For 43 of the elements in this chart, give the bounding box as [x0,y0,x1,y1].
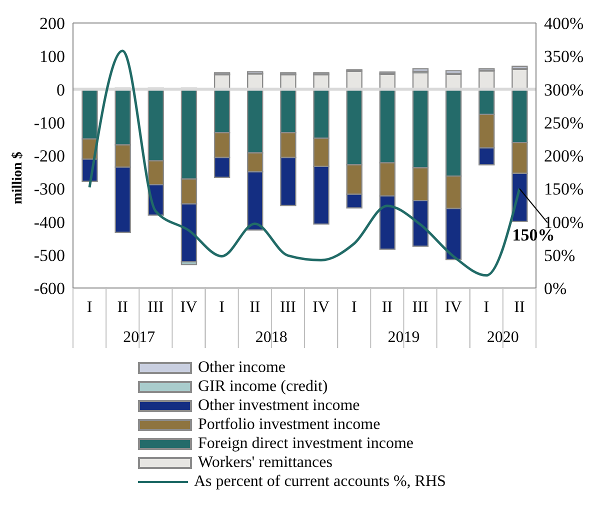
y-tick-label: -600 [34,279,65,298]
x-tick-label: I [484,299,490,316]
legend-label: Workers' remittances [198,453,332,472]
y2-tick-label: 350% [544,47,584,66]
text: 2017 [123,329,156,346]
y-axis-title: million $ [10,152,26,204]
x-tick-label: I [219,299,224,316]
x-tick-label: II [250,299,260,316]
x-tick-label: II [117,299,128,316]
y2-tick-label: 400% [544,14,584,34]
y2-tick-label: 200% [544,146,584,166]
text: 2019 [388,329,420,346]
legend-label: GIR income (credit) [198,377,328,396]
y2-tick-label: 250% [544,113,584,132]
text: 2018 [255,329,288,346]
x-tick-label: IV [312,299,330,316]
y-tick-label: 0 [56,80,65,100]
legend-label: As percent of current accounts %, RHS [194,472,446,491]
x-tick-label: IV [180,299,198,316]
legend-label: Foreign direct investment income [198,434,414,453]
x-tick-label: III [412,299,428,316]
x-tick-label: II [382,299,393,316]
legend-label: Other investment income [198,396,360,415]
y2-tick-label: 50% [544,246,576,265]
y-tick-label: -100 [34,113,65,132]
x-tick-label: I [351,299,357,316]
y-tick-label: -400 [34,212,65,232]
x-tick-label: III [280,299,296,316]
y-tick-label: 200 [40,14,65,34]
y-tick-label: -500 [34,246,65,265]
y-tick-label: -200 [34,146,65,166]
y2-tick-label: 0% [544,279,567,298]
legend-label: Portfolio investment income [198,415,380,434]
y2-tick-label: 150% [544,180,584,199]
y-tick-label: -300 [34,180,65,199]
x-tick-label: II [514,299,525,316]
text: 2020 [486,329,519,346]
x-tick-label: I [86,299,92,316]
y2-tick-label: 300% [544,80,584,100]
x-tick-label: IV [444,299,462,316]
y-tick-label: 100 [40,47,65,66]
x-tick-label: III [148,299,164,316]
legend-label: Other income [198,358,286,377]
